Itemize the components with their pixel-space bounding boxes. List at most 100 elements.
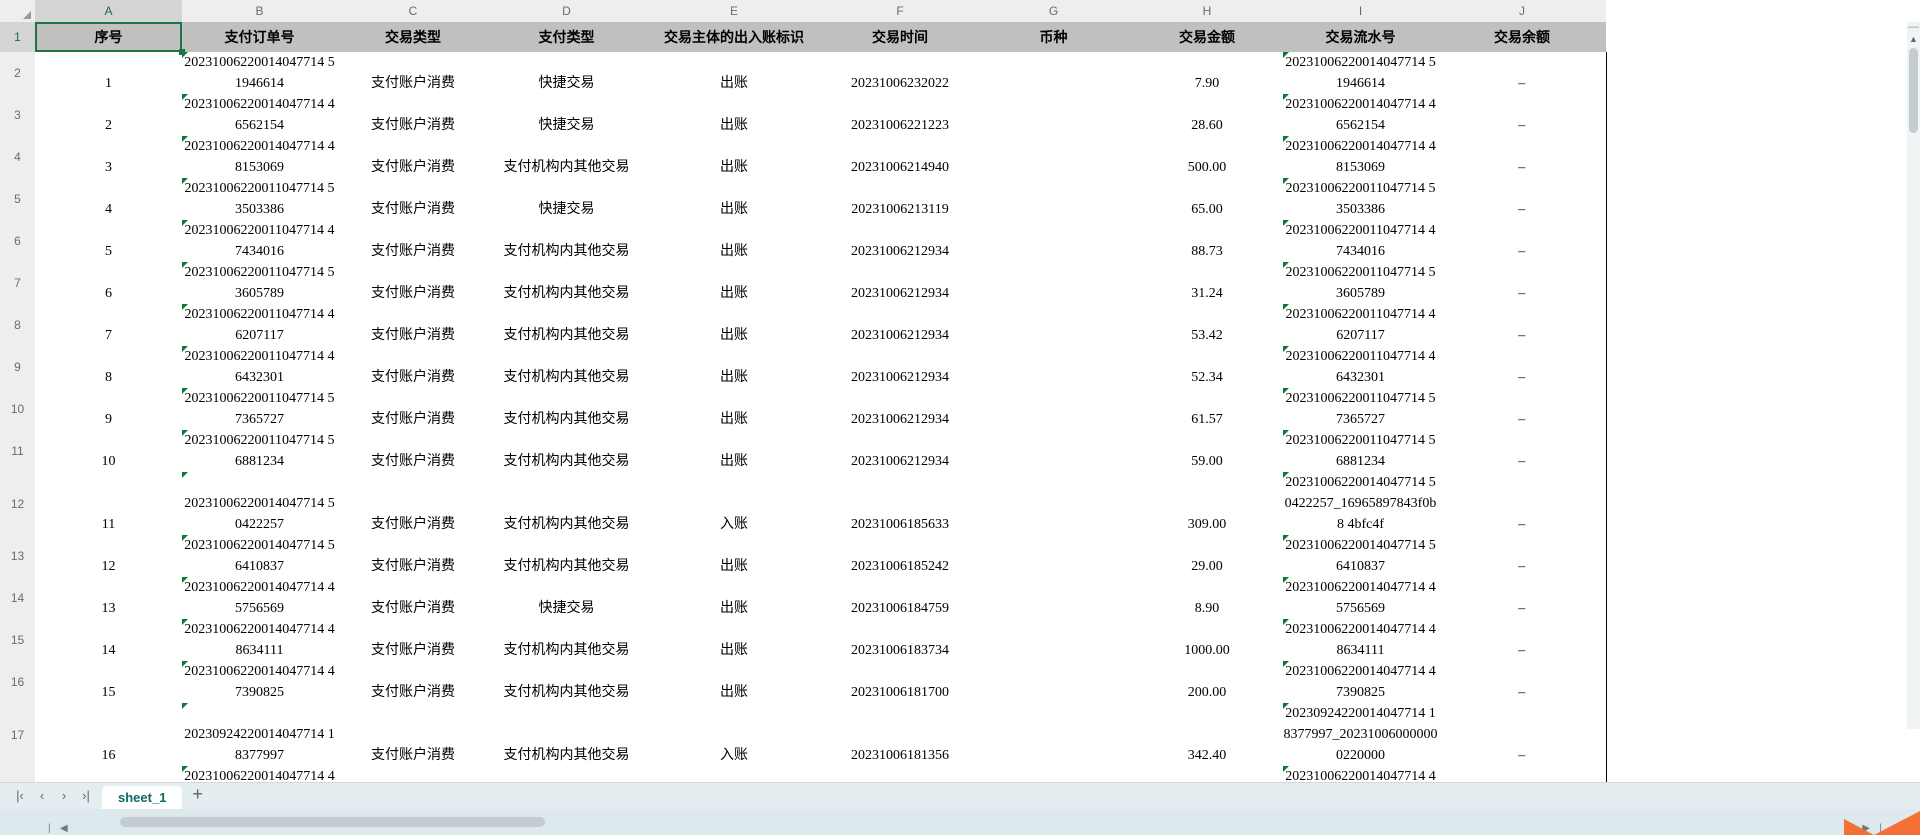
header-cell-f1[interactable]: 交易时间 (824, 22, 976, 52)
row-header-3[interactable]: 3 (0, 94, 35, 136)
cell-f10[interactable]: 20231006212934 (824, 388, 976, 430)
cell-c17[interactable]: 支付账户消费 (337, 703, 489, 766)
cell-i17[interactable]: 20230924220014047714 18377997_2023100600… (1283, 703, 1438, 766)
header-cell-h1[interactable]: 交易金额 (1131, 22, 1283, 52)
cell-h2[interactable]: 7.90 (1131, 52, 1283, 94)
table-row[interactable]: 3 2 20231006220014047714 46562154 支付账户消费 快捷交… (0, 94, 1607, 136)
cell-b17[interactable]: 20230924220014047714 18377997 (182, 703, 337, 766)
cell-f15[interactable]: 20231006183734 (824, 619, 976, 661)
cell-e2[interactable]: 出账 (644, 52, 824, 94)
cell-b2[interactable]: 20231006220014047714 51946614 (182, 52, 337, 94)
cell-a12[interactable]: 11 (35, 472, 182, 535)
cell-e12[interactable]: 入账 (644, 472, 824, 535)
cell-c14[interactable]: 支付账户消费 (337, 577, 489, 619)
table-row[interactable]: 14 13 20231006220014047714 45756569 支付账户消费快… (0, 577, 1607, 619)
cell-f14[interactable]: 20231006184759 (824, 577, 976, 619)
cell-i18[interactable]: 20231006220014047714 48465899 (1283, 766, 1438, 782)
row-header-4[interactable]: 4 (0, 136, 35, 178)
row-header-7[interactable]: 7 (0, 262, 35, 304)
cell-g2[interactable] (976, 52, 1131, 94)
cell-h18[interactable]: 900.00 (1131, 766, 1283, 782)
row-header-17[interactable]: 17 (0, 703, 35, 766)
cell-e17[interactable]: 入账 (644, 703, 824, 766)
column-header-i[interactable]: I (1283, 0, 1438, 22)
table-row[interactable]: 4 3 20231006220014047714 48153069 支付账户消费 支付机… (0, 136, 1607, 178)
sheet-nav-buttons[interactable]: |‹ ‹ › ›| (0, 785, 102, 809)
next-sheet-icon[interactable]: › (61, 787, 67, 803)
cell-i9[interactable]: 20231006220011047714 46432301 (1283, 346, 1438, 388)
table-body[interactable]: 1 序号 支付订单号 交易类型 支付类型 交易主体的出入账标识 交易时间 币种 … (0, 22, 1607, 782)
row-header-5[interactable]: 5 (0, 178, 35, 220)
cell-g3[interactable] (976, 94, 1131, 136)
cell-c2[interactable]: 支付账户消费 (337, 52, 489, 94)
cell-d6[interactable]: 支付机构内其他交易 (489, 220, 644, 262)
cell-d18[interactable]: 支付机构内其他交易 (489, 766, 644, 782)
cell-b15[interactable]: 20231006220014047714 48634111 (182, 619, 337, 661)
cell-f17[interactable]: 20231006181356 (824, 703, 976, 766)
cell-e14[interactable]: 出账 (644, 577, 824, 619)
cell-j2[interactable]: – (1438, 52, 1607, 94)
cell-a3[interactable]: 2 (35, 94, 182, 136)
row-header-10[interactable]: 10 (0, 388, 35, 430)
cell-d17[interactable]: 支付机构内其他交易 (489, 703, 644, 766)
header-cell-d1[interactable]: 支付类型 (489, 22, 644, 52)
cell-a4[interactable]: 3 (35, 136, 182, 178)
table-row[interactable]: 181720231006220014047714 48465899支付账户消费支… (0, 766, 1607, 782)
cell-c12[interactable]: 支付账户消费 (337, 472, 489, 535)
scroll-up-arrow-icon[interactable]: ▲ (1909, 34, 1918, 44)
cell-g8[interactable] (976, 304, 1131, 346)
cell-e6[interactable]: 出账 (644, 220, 824, 262)
cell-a14[interactable]: 13 (35, 577, 182, 619)
cell-j12[interactable]: – (1438, 472, 1607, 535)
cell-c5[interactable]: 支付账户消费 (337, 178, 489, 220)
cell-j4[interactable]: – (1438, 136, 1607, 178)
cell-e5[interactable]: 出账 (644, 178, 824, 220)
cell-i15[interactable]: 20231006220014047714 48634111 (1283, 619, 1438, 661)
cell-c4[interactable]: 支付账户消费 (337, 136, 489, 178)
cell-i16[interactable]: 20231006220014047714 47390825 (1283, 661, 1438, 703)
cell-h9[interactable]: 52.34 (1131, 346, 1283, 388)
hscroll-left-arrow-icon[interactable]: ◀ (60, 823, 68, 834)
cell-g14[interactable] (976, 577, 1131, 619)
grid-viewport[interactable]: A B C D E F G H I J 1 序号 (0, 0, 1920, 782)
cell-i12[interactable]: 20231006220014047714 50422257_1696589784… (1283, 472, 1438, 535)
header-cell-b1[interactable]: 支付订单号 (182, 22, 337, 52)
row-header-1[interactable]: 1 (0, 22, 35, 52)
cell-c7[interactable]: 支付账户消费 (337, 262, 489, 304)
cell-j8[interactable]: – (1438, 304, 1607, 346)
cell-j18[interactable]: – (1438, 766, 1607, 782)
cell-g9[interactable] (976, 346, 1131, 388)
cell-j3[interactable]: – (1438, 94, 1607, 136)
cell-d4[interactable]: 支付机构内其他交易 (489, 136, 644, 178)
row-header-6[interactable]: 6 (0, 220, 35, 262)
cell-i2[interactable]: 20231006220014047714 51946614 (1283, 52, 1438, 94)
cell-j6[interactable]: – (1438, 220, 1607, 262)
cell-b7[interactable]: 20231006220011047714 53605789 (182, 262, 337, 304)
header-cell-g1[interactable]: 币种 (976, 22, 1131, 52)
cell-j5[interactable]: – (1438, 178, 1607, 220)
cell-h4[interactable]: 500.00 (1131, 136, 1283, 178)
cell-g11[interactable] (976, 430, 1131, 472)
cell-j11[interactable]: – (1438, 430, 1607, 472)
cell-d10[interactable]: 支付机构内其他交易 (489, 388, 644, 430)
cell-d15[interactable]: 支付机构内其他交易 (489, 619, 644, 661)
table-row[interactable]: 8 7 20231006220011047714 46207117 支付账户消费 支付机… (0, 304, 1607, 346)
cell-e13[interactable]: 出账 (644, 535, 824, 577)
cell-b3[interactable]: 20231006220014047714 46562154 (182, 94, 337, 136)
cell-a10[interactable]: 9 (35, 388, 182, 430)
cell-a15[interactable]: 14 (35, 619, 182, 661)
cell-b8[interactable]: 20231006220011047714 46207117 (182, 304, 337, 346)
row-header-2[interactable]: 2 (0, 52, 35, 94)
cell-i3[interactable]: 20231006220014047714 46562154 (1283, 94, 1438, 136)
cell-i7[interactable]: 20231006220011047714 53605789 (1283, 262, 1438, 304)
cell-f12[interactable]: 20231006185633 (824, 472, 976, 535)
cell-b6[interactable]: 20231006220011047714 47434016 (182, 220, 337, 262)
cell-d3[interactable]: 快捷交易 (489, 94, 644, 136)
cell-g16[interactable] (976, 661, 1131, 703)
cell-h16[interactable]: 200.00 (1131, 661, 1283, 703)
cell-a9[interactable]: 8 (35, 346, 182, 388)
cell-h15[interactable]: 1000.00 (1131, 619, 1283, 661)
cell-g6[interactable] (976, 220, 1131, 262)
cell-i5[interactable]: 20231006220011047714 53503386 (1283, 178, 1438, 220)
row-header-8[interactable]: 8 (0, 304, 35, 346)
